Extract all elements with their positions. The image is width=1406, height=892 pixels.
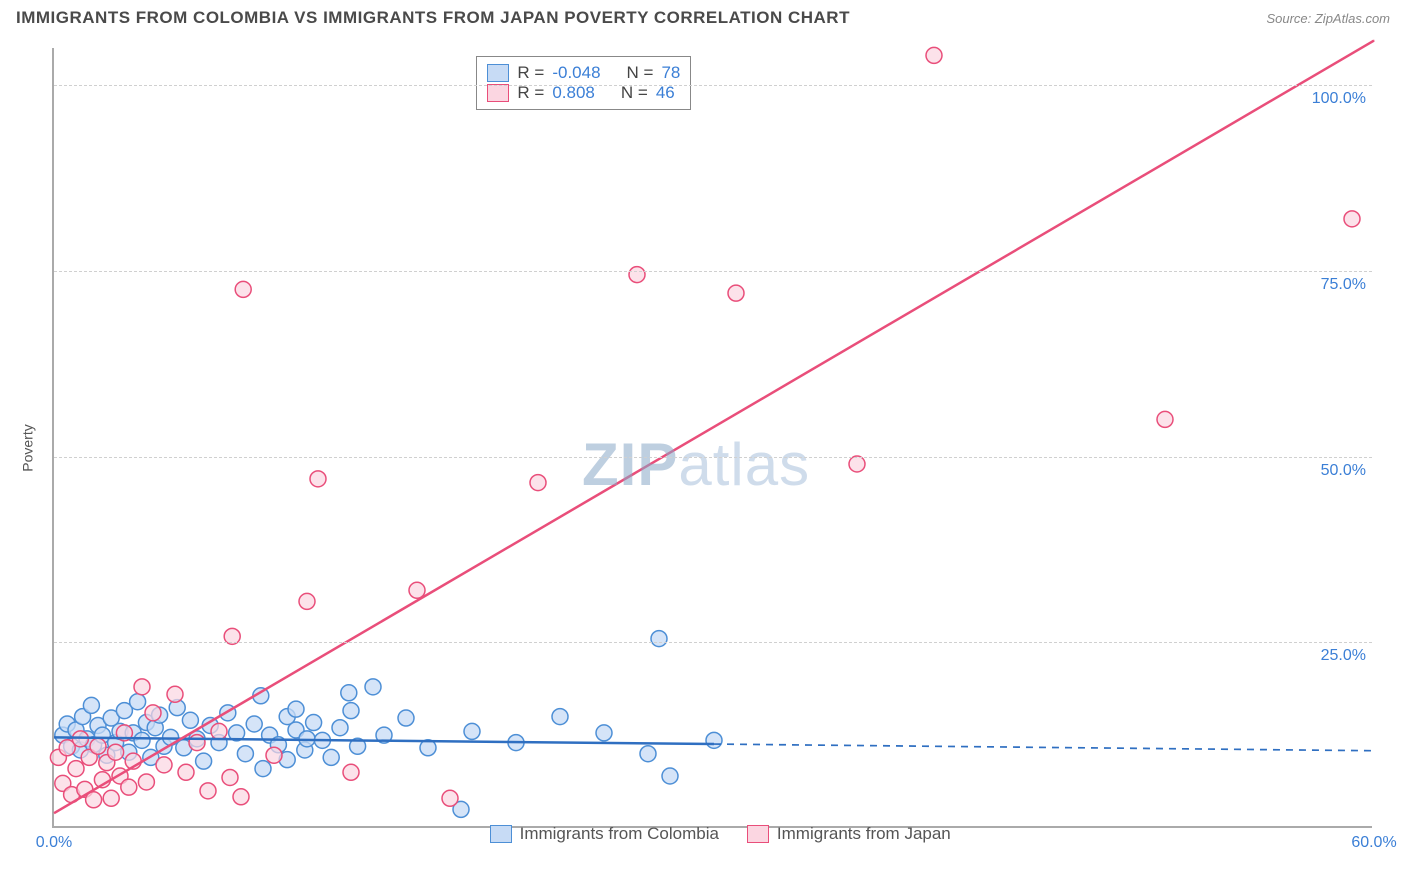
legend-item: Immigrants from Japan (747, 824, 951, 844)
legend-label: Immigrants from Japan (777, 824, 951, 844)
y-tick-label: 50.0% (1321, 462, 1366, 480)
stat-r-value: -0.048 (552, 63, 600, 83)
stat-r-label: R = (517, 63, 544, 83)
watermark: ZIPatlas (582, 430, 810, 499)
legend-swatch (487, 84, 509, 102)
y-tick-label: 25.0% (1321, 647, 1366, 665)
legend-item: Immigrants from Colombia (490, 824, 719, 844)
page-title: IMMIGRANTS FROM COLOMBIA VS IMMIGRANTS F… (16, 8, 850, 28)
legend-swatch (747, 825, 769, 843)
stat-n-value: 78 (661, 63, 680, 83)
y-tick-label: 75.0% (1321, 276, 1366, 294)
source-label: Source: ZipAtlas.com (1266, 11, 1390, 26)
legend-label: Immigrants from Colombia (520, 824, 719, 844)
legend-swatch (490, 825, 512, 843)
legend-swatch (487, 64, 509, 82)
x-tick-label: 60.0% (1351, 834, 1396, 852)
y-tick-label: 100.0% (1312, 90, 1366, 108)
chart-container: Poverty ZIPatlas R = -0.048N = 78R = 0.8… (42, 38, 1382, 858)
bottom-legend: Immigrants from Colombia Immigrants from … (490, 824, 951, 844)
stats-legend-box: R = -0.048N = 78R = 0.808N = 46 (476, 56, 691, 110)
x-tick-label: 0.0% (36, 834, 72, 852)
watermark-zip: ZIP (582, 431, 678, 498)
stat-n-label: N = (627, 63, 654, 83)
watermark-atlas: atlas (678, 431, 810, 498)
plot-area: ZIPatlas R = -0.048N = 78R = 0.808N = 46… (52, 48, 1372, 828)
y-axis-label: Poverty (20, 424, 36, 471)
stats-row: R = -0.048 N = 78 (487, 63, 680, 83)
